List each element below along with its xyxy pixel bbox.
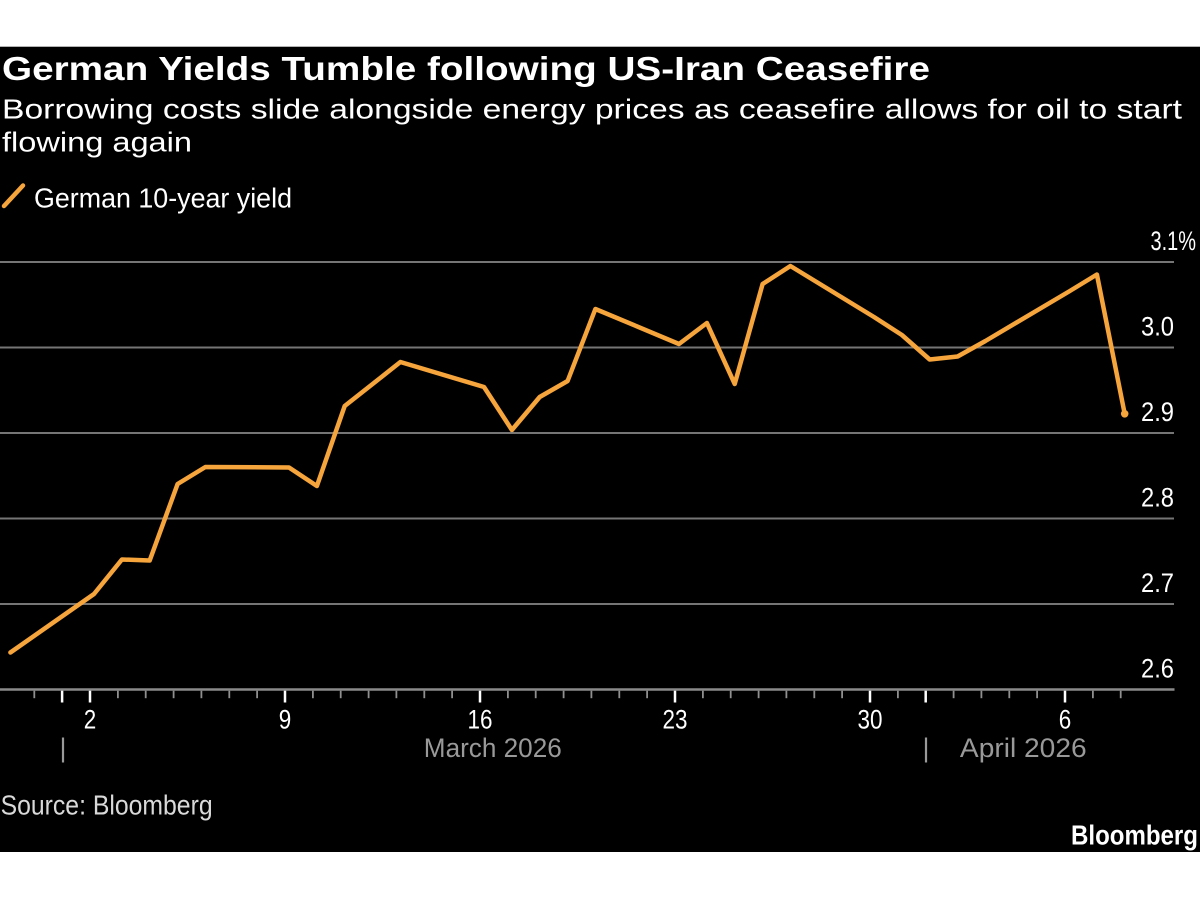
svg-text:16: 16	[468, 705, 493, 735]
svg-text:2.7: 2.7	[1141, 568, 1174, 598]
svg-text:German Yields Tumble following: German Yields Tumble following US-Iran C…	[2, 51, 930, 88]
svg-text:Borrowing costs slide alongsid: Borrowing costs slide alongside energy p…	[2, 94, 1182, 125]
svg-text:|: |	[59, 733, 66, 763]
svg-text:9: 9	[279, 705, 292, 735]
svg-text:Bloomberg: Bloomberg	[1071, 819, 1198, 850]
svg-text:|: |	[922, 733, 929, 763]
svg-text:2.8: 2.8	[1141, 483, 1174, 513]
svg-text:German 10-year yield: German 10-year yield	[34, 182, 292, 213]
svg-text:3.1%: 3.1%	[1151, 226, 1197, 256]
svg-text:2.6: 2.6	[1141, 654, 1174, 684]
svg-text:Source: Bloomberg: Source: Bloomberg	[1, 789, 213, 820]
svg-text:30: 30	[858, 705, 883, 735]
svg-text:April 2026: April 2026	[960, 733, 1087, 763]
svg-text:flowing again: flowing again	[2, 127, 192, 158]
svg-text:23: 23	[663, 705, 688, 735]
svg-text:2.9: 2.9	[1141, 397, 1174, 427]
svg-text:6: 6	[1059, 705, 1072, 735]
svg-text:2: 2	[84, 705, 97, 735]
svg-text:March 2026: March 2026	[424, 733, 562, 763]
svg-text:3.0: 3.0	[1141, 312, 1174, 342]
